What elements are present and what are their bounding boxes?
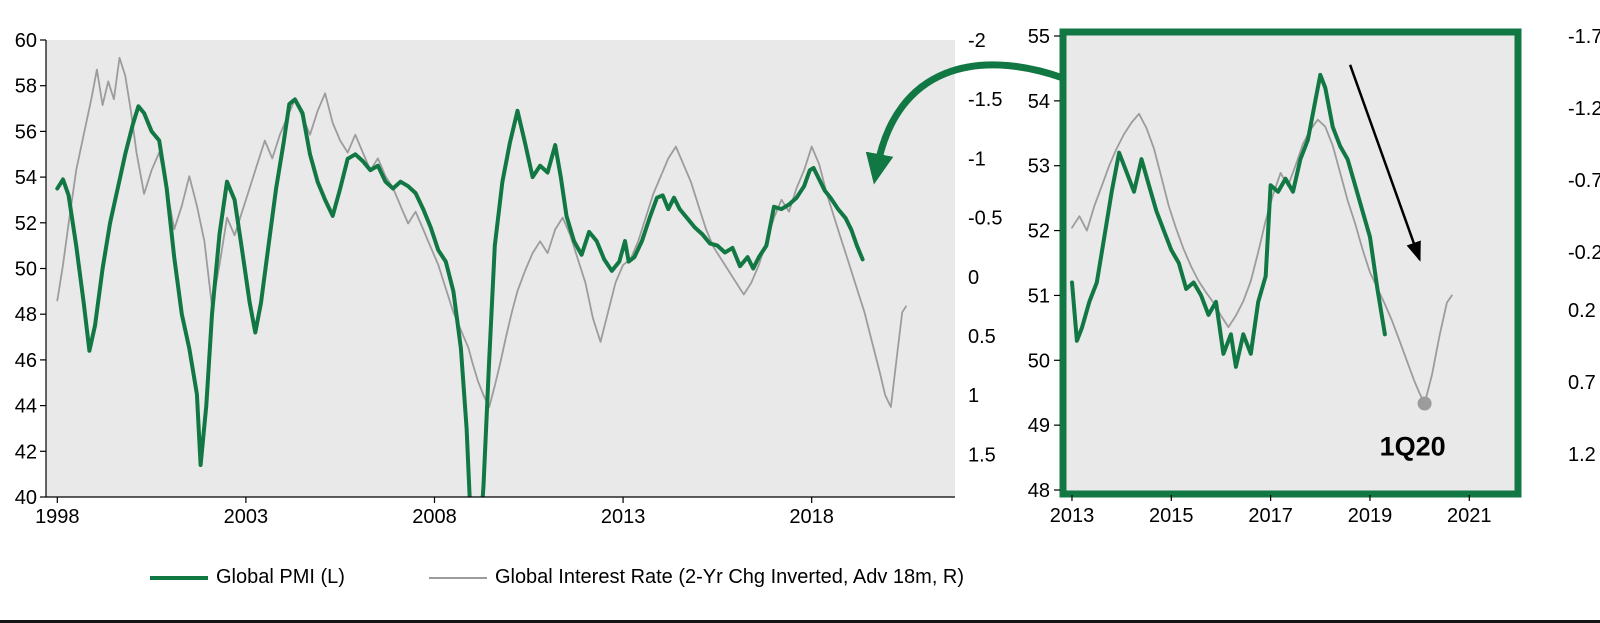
y-left-tick-label: 60: [15, 30, 37, 52]
annotations-layer: 1Q20: [865, 61, 1446, 462]
y-right-tick-label: -0.7: [1568, 170, 1600, 192]
legend-label-interest-rate: Global Interest Rate (2-Yr Chg Inverted,…: [494, 566, 965, 588]
y-left-tick-label: 52: [15, 213, 37, 235]
decline-arrow: [1348, 64, 1421, 262]
y-right-tick-label: -1.7: [1568, 26, 1600, 48]
x-tick-label: 2013: [1050, 505, 1095, 527]
y-right-tick-label: 0.2: [1568, 300, 1596, 322]
y-left-tick-label: 58: [15, 76, 37, 98]
y-left-tick-label: 48: [1028, 480, 1050, 502]
y-left-tick-label: 50: [15, 259, 37, 281]
x-tick-label: 2015: [1149, 505, 1194, 527]
legend-item-interest-rate: Global Interest Rate (2-Yr Chg Inverted,…: [428, 566, 965, 589]
y-right-tick-label: 0.5: [968, 326, 996, 348]
main-chart: 1998 2003 2008 2013 2018 60 58 56 54 52 50 48 46 44 42…: [15, 30, 1003, 528]
trough-dot-label: 1Q20: [1380, 432, 1446, 462]
pmi-line-swatch: [150, 575, 208, 580]
y-right-tick-label: -1.5: [968, 89, 1002, 111]
y-right-tick-label: 1: [968, 385, 979, 407]
x-tick-label: 2008: [412, 506, 457, 528]
y-left-tick-label: 48: [15, 304, 37, 326]
y-left-tick-label: 40: [15, 487, 37, 509]
x-tick-label: 2017: [1248, 505, 1293, 527]
y-right-tick-label: -0.2: [1568, 242, 1600, 264]
legend-label-global-pmi: Global PMI (L): [216, 566, 345, 588]
zoom-connector-arrow: [865, 61, 1067, 185]
legend-item-global-pmi: Global PMI (L): [150, 566, 345, 589]
interest-rate-line-zoom: [1071, 112, 1453, 405]
y-left-tick-label: 51: [1028, 285, 1050, 307]
y-left-tick-label: 46: [15, 350, 37, 372]
pmi-line: [55, 97, 865, 497]
plot-area: [46, 40, 955, 497]
zoom-chart: 2013 2015 2017 2019 2021 55 54 53 52 51 50 49 48 -1.7…: [1028, 26, 1600, 527]
pmi-line-zoom: [1070, 72, 1387, 369]
y-left-tick-label: 54: [1028, 91, 1050, 113]
y-left-tick-label: 49: [1028, 415, 1050, 437]
x-tick-label: 2021: [1447, 505, 1492, 527]
plot-area: [1063, 32, 1518, 494]
y-left-tick-label: 44: [15, 396, 37, 418]
x-tick-label: 2013: [601, 506, 646, 528]
y-right-tick-label: 0: [968, 267, 979, 289]
y-right-tick-label: -2: [968, 30, 986, 52]
legend: Global PMI (L) Global Interest Rate (2-Y…: [150, 566, 964, 589]
x-tick-label: 1998: [35, 506, 80, 528]
y-left-tick-label: 52: [1028, 221, 1050, 243]
zoom-box-border: [1059, 28, 1522, 498]
bottom-border: [0, 620, 1600, 623]
trough-dot: [1417, 396, 1432, 411]
x-tick-label: 2003: [224, 506, 269, 528]
y-left-tick-label: 50: [1028, 350, 1050, 372]
y-left-tick-label: 42: [15, 441, 37, 463]
interest-rate-line-swatch: [428, 576, 487, 579]
y-left-tick-label: 55: [1028, 26, 1050, 48]
y-left-tick-label: 56: [15, 121, 37, 143]
y-right-tick-label: 1.5: [968, 444, 996, 466]
y-left-tick-label: 54: [15, 167, 37, 189]
y-right-tick-label: 1.2: [1568, 444, 1596, 466]
y-right-tick-label: -1: [968, 148, 986, 170]
y-right-tick-label: 0.7: [1568, 372, 1596, 394]
x-tick-label: 2019: [1348, 505, 1393, 527]
x-tick-label: 2018: [789, 506, 834, 528]
y-right-tick-label: -1.2: [1568, 98, 1600, 120]
y-right-tick-label: -0.5: [968, 208, 1002, 230]
y-left-tick-label: 53: [1028, 156, 1050, 178]
